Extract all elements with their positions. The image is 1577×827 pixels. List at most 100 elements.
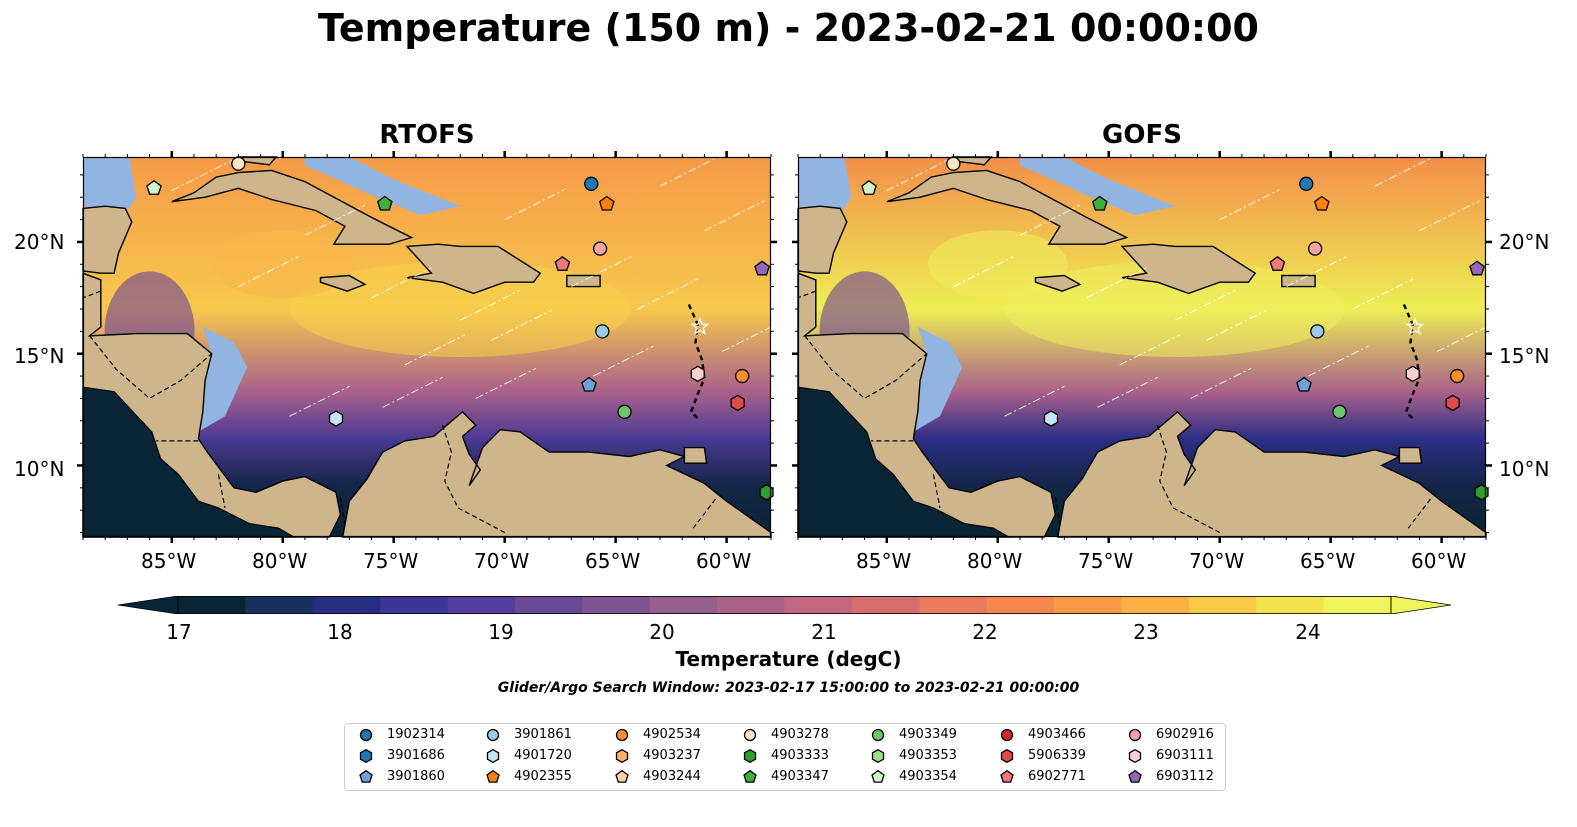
legend-marker-3901686 (359, 749, 373, 763)
country-border (217, 474, 226, 509)
legend-label: 4903354 (899, 769, 957, 784)
yucatan-land (82, 205, 133, 274)
eez-boundary (1086, 267, 1147, 299)
gofs-temperature-map (792, 151, 1498, 543)
figure-title: Temperature (150 m) - 2023-02-21 00:00:0… (317, 6, 1259, 50)
map-frame (82, 156, 772, 538)
colorbar-segment (245, 596, 314, 614)
float-marker-3901860 (1296, 376, 1312, 392)
legend-marker-icon (486, 728, 500, 742)
colorbar-tick-21: 21 (811, 620, 837, 644)
star-marker (1405, 317, 1425, 335)
legend-label: 3901686 (387, 748, 445, 763)
float-marker-4902534 (734, 368, 750, 384)
country-border (1054, 496, 1061, 524)
south-america-land (1056, 410, 1487, 538)
legend-marker-icon (743, 728, 757, 742)
float-marker-4903347 (1091, 195, 1108, 211)
eez-boundary (289, 385, 350, 417)
legend-marker-4903347 (743, 770, 757, 783)
float-marker-6902916 (592, 241, 608, 256)
eez-boundary (460, 289, 521, 321)
cuba-land (171, 169, 414, 245)
float-marker-4901720 (328, 410, 344, 427)
colorbar-tick-17: 17 (166, 620, 192, 644)
lat-label-10n-right: 10°N (1499, 457, 1550, 481)
eez-boundary (404, 334, 466, 366)
colorbar-segment (1323, 596, 1392, 614)
trinidad-land (1398, 446, 1423, 464)
legend-marker-1902314 (359, 728, 373, 742)
eez-boundary (491, 309, 552, 341)
legend-marker-6902916 (1128, 728, 1142, 742)
colorbar-extend-low (118, 596, 179, 614)
legend-marker-4903353 (871, 749, 885, 763)
lon-label-75w-right: 75°W (1078, 549, 1134, 573)
legend-marker-icon (1128, 728, 1142, 742)
float-marker-4903347 (376, 195, 393, 211)
legend-label: 6902771 (1028, 769, 1086, 784)
eez-boundary (1206, 309, 1267, 341)
float-marker-4902355 (1313, 195, 1330, 211)
eez-boundary (1019, 204, 1081, 236)
float-marker-4903333 (759, 484, 774, 501)
eez-boundary (704, 200, 765, 232)
colorbar-segment (312, 596, 381, 614)
float-marker-4903354 (146, 179, 162, 195)
colorbar-segment (582, 596, 651, 614)
float-marker-4902355 (598, 195, 615, 211)
colorbar-tick-23: 23 (1133, 620, 1159, 644)
legend-marker-4903349 (871, 728, 885, 742)
colorbar-segment (1256, 596, 1325, 614)
float-marker-3901861 (595, 324, 610, 339)
colorbar-label: Temperature (degC) (675, 647, 902, 671)
bahamas-shelf (304, 157, 461, 216)
lat-label-20n-left: 20°N (14, 230, 65, 254)
legend-label: 4903466 (1028, 727, 1086, 742)
colorbar-segment (514, 596, 583, 614)
legend-marker-4903354 (871, 770, 885, 783)
lon-label-60w-right: 60°W (1411, 549, 1467, 573)
legend-marker-icon (615, 770, 629, 783)
float-marker-3901860 (581, 376, 597, 392)
legend-marker-4903278 (743, 728, 757, 742)
legend-marker-icon (615, 728, 629, 742)
colorbar-segment (919, 596, 988, 614)
float-legend: 1902314 3901686 3901860 3901861 4901720 49023… (344, 723, 1226, 791)
eez-boundary (1352, 278, 1414, 310)
legend-label: 4903333 (771, 748, 829, 763)
colorbar-segment (447, 596, 516, 614)
colorbar-extend-high (1390, 596, 1451, 614)
legend-marker-icon (1128, 770, 1142, 783)
lon-label-65w-right: 65°W (1300, 549, 1356, 573)
eez-boundary (1436, 321, 1498, 352)
country-border (1156, 425, 1220, 534)
hispaniola-land (405, 243, 542, 295)
float-marker-6903111 (690, 365, 705, 383)
float-marker-6903112 (754, 260, 770, 276)
float-marker-6902916 (1307, 241, 1323, 256)
country-border (82, 290, 102, 299)
country-border (692, 498, 716, 529)
lat-label-15n-left: 15°N (14, 344, 65, 368)
country-border (1407, 498, 1431, 529)
float-marker-6903112 (1469, 260, 1485, 276)
eez-boundary (886, 160, 947, 191)
lon-label-85w-left: 85°W (141, 549, 197, 573)
eez-boundary (382, 376, 443, 408)
legend-marker-4901720 (486, 749, 500, 763)
rtofs-temperature-map (77, 151, 783, 543)
legend-label: 4901720 (514, 748, 572, 763)
eez-boundary (1097, 376, 1158, 408)
eez-boundary (304, 204, 366, 236)
legend-label: 6903112 (1156, 769, 1214, 784)
yucatan-shelf (798, 157, 852, 211)
float-marker-1902314 (1299, 176, 1314, 191)
eez-boundary (953, 256, 1014, 288)
eez-boundary (637, 278, 699, 310)
legend-marker-6902771 (1000, 770, 1014, 783)
lat-label-20n-right: 20°N (1499, 230, 1550, 254)
legend-label: 4903347 (771, 769, 829, 784)
yucatan-land (797, 205, 848, 274)
legend-marker-icon (1128, 749, 1142, 763)
